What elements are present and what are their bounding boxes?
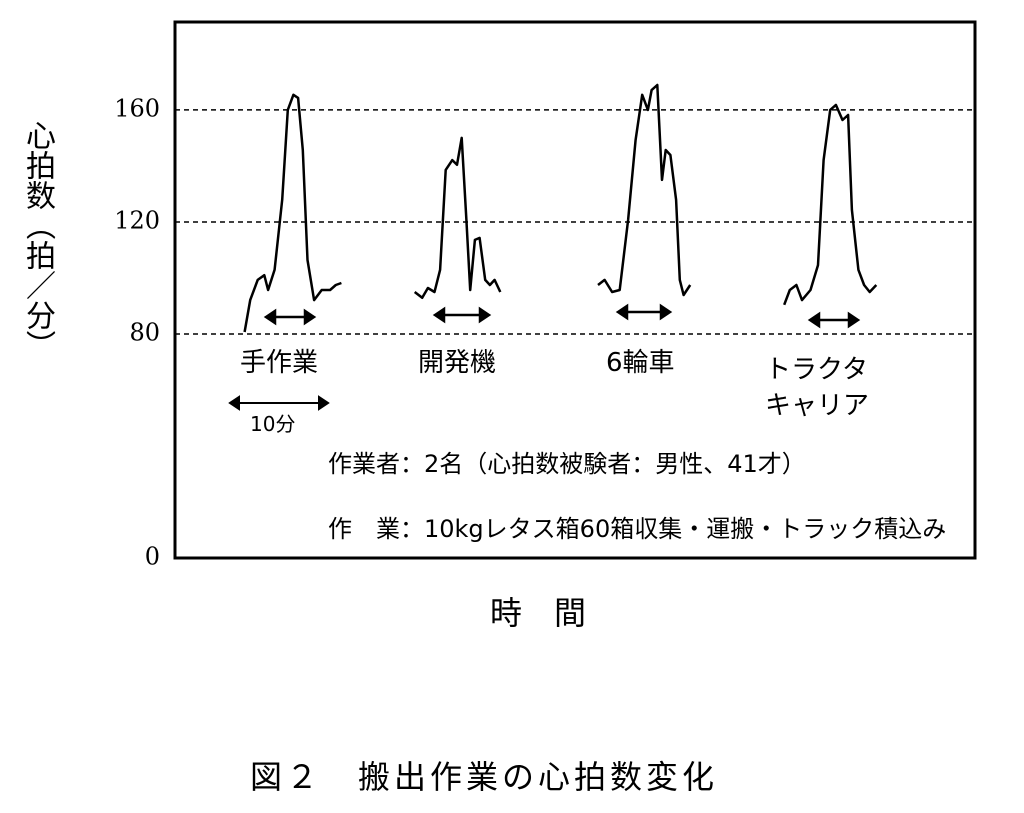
series-label: トラクタ キャリア bbox=[765, 355, 870, 421]
x-axis-label: 時 間 bbox=[490, 594, 587, 632]
duration-arrows bbox=[263, 303, 861, 329]
series-label: 開発機 bbox=[418, 348, 497, 378]
series-label: 手作業 bbox=[240, 348, 319, 378]
plot-frame bbox=[173, 20, 977, 560]
heart-rate-line bbox=[783, 103, 878, 306]
heart-rate-line bbox=[413, 136, 502, 300]
y-tick-label: 0 bbox=[145, 543, 160, 571]
caption: 図２ 搬出作業の心拍数変化 bbox=[250, 758, 719, 796]
y-axis-label: 心拍数（拍／分） bbox=[20, 120, 55, 360]
heart-rate-line bbox=[597, 83, 692, 297]
y-tick-label: 120 bbox=[114, 206, 160, 234]
heart-rate-line bbox=[243, 93, 342, 333]
annotation: 作 業：10kgレタス箱60箱収集・運搬・トラック積込み bbox=[328, 515, 947, 543]
annotation: 作業者：2名（心拍数被験者：男性、41才） bbox=[328, 450, 806, 478]
y-tick-label: 160 bbox=[114, 94, 160, 122]
scale-bar bbox=[228, 395, 330, 411]
scale-bar-label: 10分 bbox=[250, 412, 296, 436]
y-tick-label: 80 bbox=[129, 318, 160, 346]
series-label: 6輪車 bbox=[606, 348, 675, 378]
